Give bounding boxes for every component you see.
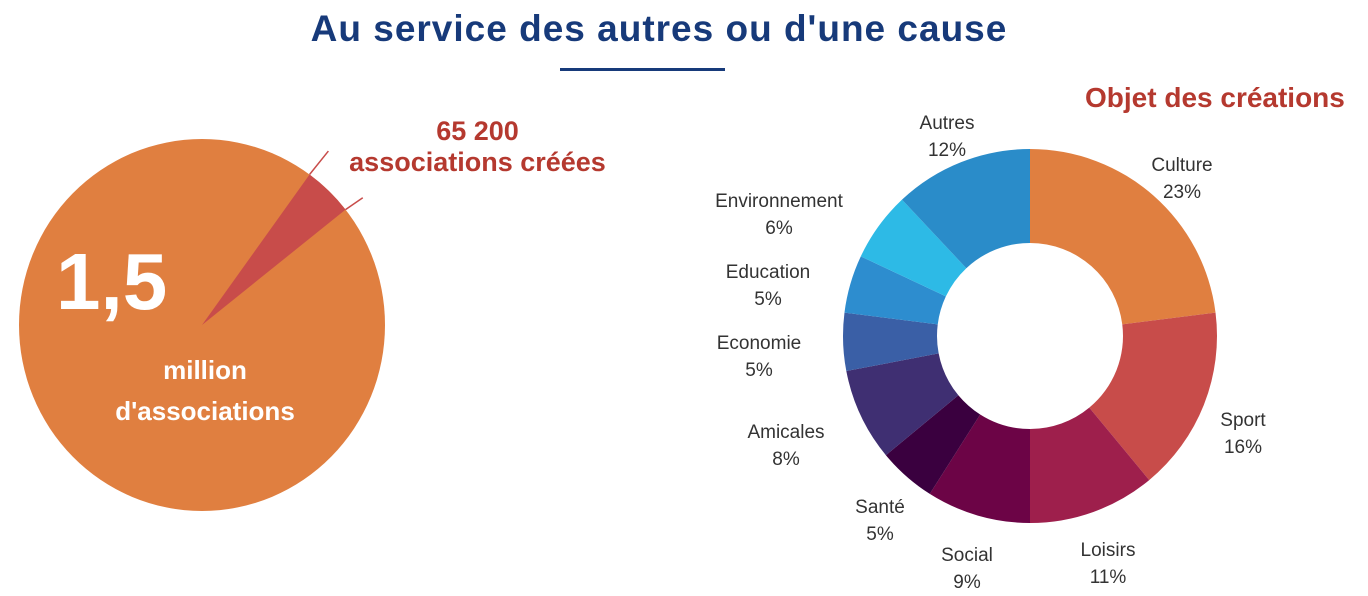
donut-slice-environnement <box>860 199 967 297</box>
total-value: 1,5 <box>56 237 168 326</box>
title-underline <box>560 68 725 71</box>
donut-slice-autres <box>901 149 1030 269</box>
slice-label-value: 5% <box>866 524 894 545</box>
donut-slice-loisirs <box>1030 407 1150 523</box>
slice-label-value: 16% <box>1223 437 1263 458</box>
slice-label-name: Culture <box>1151 155 1213 176</box>
slice-label-value: 11% <box>1089 567 1127 588</box>
slice-label-value: 5% <box>745 360 773 381</box>
slice-label-name: Sport <box>1220 410 1266 431</box>
donut-slice-sport <box>1089 312 1217 481</box>
callout: 65 200 associations créées <box>330 116 625 178</box>
slice-label: Economie 5% <box>679 330 839 384</box>
slice-label: Loisirs 11% <box>1028 537 1188 591</box>
donut-slice-amicales <box>846 353 959 456</box>
donut-slice-education <box>844 256 946 325</box>
slice-label-value: 9% <box>953 572 981 593</box>
donut-slice-culture <box>1030 149 1216 325</box>
donut-slice-economie <box>843 312 939 372</box>
slice-label-value: 8% <box>772 449 800 470</box>
slice-label-name: Education <box>725 262 811 283</box>
slice-label: Santé 5% <box>800 494 960 548</box>
total-label-line2: d'associations <box>115 396 295 426</box>
page-title: Au service des autres ou d'une cause <box>310 8 1008 49</box>
callout-line <box>345 197 364 211</box>
slice-label-name: Economie <box>716 333 802 354</box>
slice-label: Amicales 8% <box>706 419 866 473</box>
slice-label-name: Amicales <box>747 422 825 443</box>
donut-title: Objet des créations <box>1085 82 1345 113</box>
slice-label-value: 23% <box>1162 182 1202 203</box>
donut-slice-santé <box>885 395 981 494</box>
slice-label-name: Environnement <box>715 191 843 212</box>
pie-slice-highlight <box>202 174 346 325</box>
callout-line <box>308 150 329 175</box>
slice-label-value: 6% <box>765 218 793 239</box>
slice-label: Environnement 6% <box>699 188 859 242</box>
donut-slice-social <box>929 414 1030 523</box>
callout-label: associations créées <box>349 147 606 177</box>
slice-label-name: Social <box>941 545 993 566</box>
total-label-line1: million <box>163 355 247 385</box>
slice-label-name: Loisirs <box>1080 540 1136 561</box>
slice-label: Sport 16% <box>1163 407 1323 461</box>
slice-label: Social 9% <box>887 542 1047 596</box>
slice-label-name: Autres <box>919 113 975 134</box>
slice-label: Culture 23% <box>1102 152 1262 206</box>
slice-label-value: 12% <box>927 140 967 161</box>
callout-value: 65 200 <box>436 116 519 146</box>
slice-label-value: 5% <box>754 289 782 310</box>
slice-label-name: Santé <box>855 497 905 518</box>
slice-label: Autres 12% <box>867 110 1027 164</box>
slice-label: Education 5% <box>688 259 848 313</box>
